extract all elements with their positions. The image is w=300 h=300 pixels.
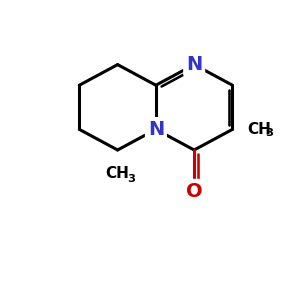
Text: O: O: [186, 182, 202, 201]
Text: 3: 3: [266, 128, 273, 138]
Text: CH: CH: [106, 166, 130, 181]
Text: N: N: [186, 55, 202, 74]
Text: CH: CH: [247, 122, 271, 137]
Text: N: N: [148, 120, 164, 139]
Text: 3: 3: [127, 174, 135, 184]
